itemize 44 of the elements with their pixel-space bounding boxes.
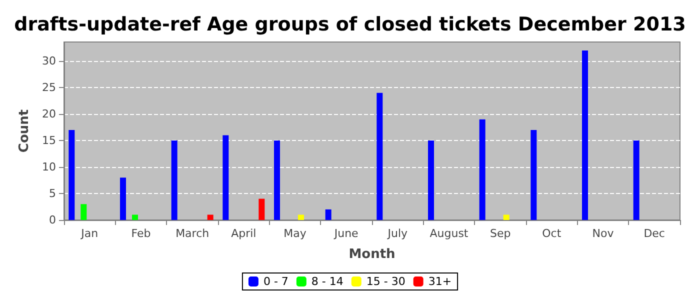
bar [222,135,229,220]
bar [376,92,383,220]
y-axis-title: Count [17,109,32,153]
x-tick-label: Oct [542,227,562,240]
bar [428,140,434,220]
bar [132,214,138,220]
bar [120,178,126,220]
y-tick-label: 0 [49,214,56,226]
bar [479,119,486,220]
bar [633,140,640,220]
bar [80,204,87,220]
bar [258,198,265,220]
bar [582,50,588,220]
x-tick-label: May [284,227,307,240]
x-tick-label: Dec [644,227,665,240]
x-tick-label: Jan [80,227,98,240]
bar [68,130,75,220]
legend-label: 8 - 14 [311,275,344,288]
bar [171,140,178,220]
legend-label: 0 - 7 [263,275,288,288]
x-tick-label: July [386,227,408,240]
x-tick-label: Sep [490,227,511,240]
bar [274,140,280,220]
x-axis-title: Month [348,247,396,262]
y-tick-label: 5 [49,187,56,200]
x-tick-label: March [176,227,210,240]
y-tick-label: 15 [42,134,56,148]
x-tick-label: Feb [131,227,151,240]
x-tick-label: Nov [592,227,614,240]
x-tick-label: August [430,227,469,240]
legend-label: 31+ [428,275,452,288]
y-tick-label: 30 [42,54,56,68]
x-tick-label: April [231,227,256,240]
bar [298,214,304,220]
chart-title: drafts-update-ref Age groups of closed tickets December 2013 [14,14,686,36]
legend-label: 15 - 30 [366,275,406,288]
y-tick-label: 10 [42,160,56,174]
bar [530,130,537,220]
y-tick-label: 25 [42,81,56,94]
y-tick-label: 20 [42,108,56,121]
x-tick-label: June [333,227,359,240]
bar [503,214,510,220]
bar [325,209,332,220]
bar [207,214,214,220]
